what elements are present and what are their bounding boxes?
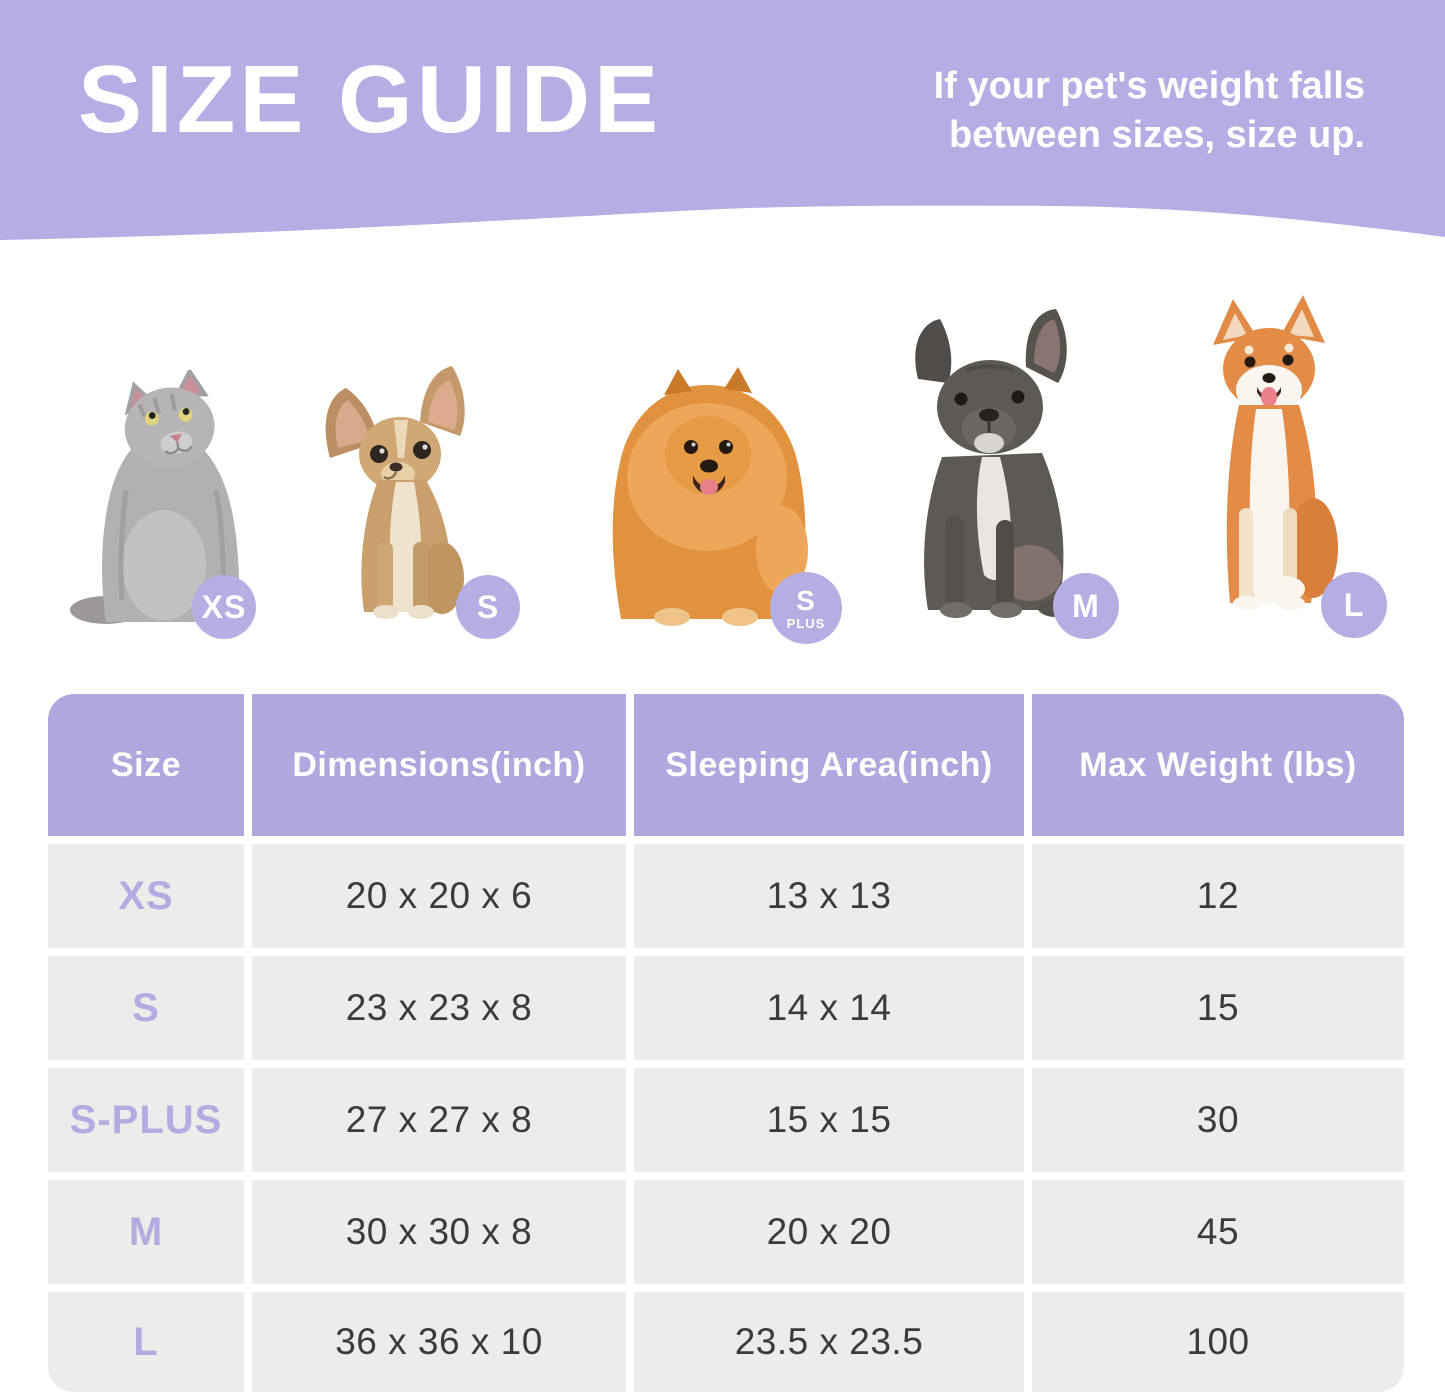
page-title: SIZE GUIDE <box>78 46 663 153</box>
column-header-size: Size <box>48 694 244 836</box>
cell-dimensions-l: 36 x 36 x 10 <box>252 1292 626 1392</box>
size-badge-s-plus: S PLUS <box>770 572 842 644</box>
cell-sleeping-area-m: 20 x 20 <box>634 1180 1024 1284</box>
size-badge-xs-label: XS <box>201 589 247 625</box>
sizing-note-line2: between sizes, size up. <box>948 114 1365 157</box>
cell-sleeping-area-s: 14 x 14 <box>634 956 1024 1060</box>
sizing-note-line1: If your pet's weight falls <box>933 65 1365 107</box>
size-badge-s-label: S <box>476 589 500 625</box>
cell-max-weight-s: 15 <box>1032 956 1404 1060</box>
size-table: Size Dimensions(inch) Sleeping Area(inch… <box>48 694 1404 1392</box>
size-badge-m: M <box>1053 573 1119 639</box>
size-badge-m-label: M <box>1072 588 1100 624</box>
size-badge-l-label: L <box>1343 587 1365 623</box>
cat-photo <box>66 370 262 628</box>
cell-max-weight-xs: 12 <box>1032 844 1404 948</box>
cell-size-xs: XS <box>48 844 244 948</box>
size-badge-s: S <box>456 575 520 639</box>
cell-sleeping-area-xs: 13 x 13 <box>634 844 1024 948</box>
shiba-inu-photo <box>1183 293 1355 628</box>
cell-sleeping-area-l: 23.5 x 23.5 <box>634 1292 1024 1392</box>
cell-sleeping-area-s-plus: 15 x 15 <box>634 1068 1024 1172</box>
cell-size-l: L <box>48 1292 244 1392</box>
column-header-sleeping-area: Sleeping Area(inch) <box>634 694 1024 836</box>
sizing-note: If your pet's weight falls between sizes… <box>934 62 1365 161</box>
size-badge-s-plus-sublabel: PLUS <box>786 615 826 631</box>
cell-dimensions-m: 30 x 30 x 8 <box>252 1180 626 1284</box>
cell-dimensions-s: 23 x 23 x 8 <box>252 956 626 1060</box>
size-badge-s-plus-label: S <box>796 584 816 616</box>
french-bulldog-photo <box>888 305 1093 627</box>
size-badge-xs: XS <box>192 575 256 639</box>
cell-max-weight-l: 100 <box>1032 1292 1404 1392</box>
cell-size-s: S <box>48 956 244 1060</box>
column-header-max-weight: Max Weight (lbs) <box>1032 694 1404 836</box>
size-badge-l: L <box>1321 572 1387 638</box>
cell-dimensions-s-plus: 27 x 27 x 8 <box>252 1068 626 1172</box>
chihuahua-photo <box>316 360 494 632</box>
cell-size-m: M <box>48 1180 244 1284</box>
cell-dimensions-xs: 20 x 20 x 6 <box>252 844 626 948</box>
banner-wave-background <box>0 0 1445 240</box>
cell-max-weight-s-plus: 30 <box>1032 1068 1404 1172</box>
cell-max-weight-m: 45 <box>1032 1180 1404 1284</box>
column-header-dimensions: Dimensions(inch) <box>252 694 626 836</box>
pomeranian-photo <box>600 355 815 635</box>
cell-size-s-plus: S-PLUS <box>48 1068 244 1172</box>
